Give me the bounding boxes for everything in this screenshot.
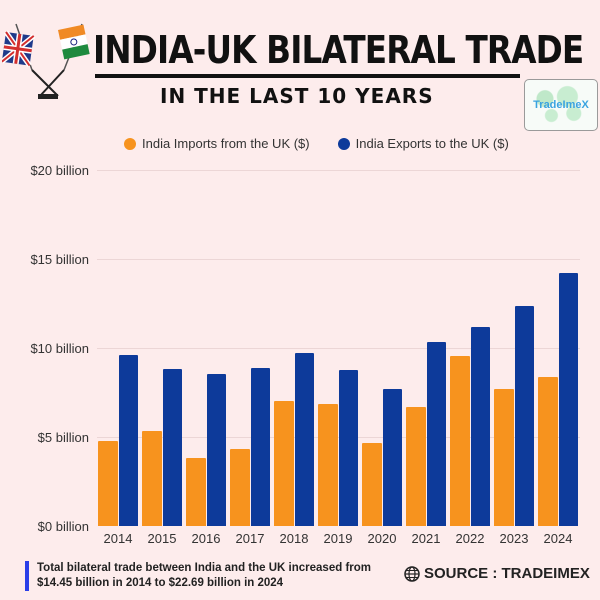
bar-imports-2021 — [406, 406, 426, 526]
legend-swatch-exports — [337, 137, 350, 150]
bar-exports-2024 — [558, 272, 578, 526]
bar-exports-2015 — [162, 369, 182, 526]
bar-exports-2019 — [338, 370, 358, 526]
x-tick: 2023 — [499, 531, 529, 546]
x-tick: 2014 — [103, 531, 133, 546]
bar-imports-2023 — [494, 388, 514, 526]
bar-imports-2022 — [450, 355, 470, 526]
chart-subtitle: IN THE LAST 10 YEARS — [160, 84, 434, 108]
bar-exports-2023 — [514, 306, 534, 526]
x-tick: 2017 — [235, 531, 265, 546]
world-map-icon — [529, 84, 593, 126]
y-tick-5: $5 billion — [37, 430, 89, 445]
bar-imports-2024 — [538, 377, 558, 526]
bar-imports-2016 — [186, 457, 206, 526]
x-tick: 2016 — [191, 531, 221, 546]
x-tick: 2020 — [367, 531, 397, 546]
legend-label-imports: India Imports from the UK ($) — [142, 136, 310, 151]
gridline-10 — [97, 348, 580, 349]
bar-exports-2017 — [250, 367, 270, 526]
summary-note: Total bilateral trade between India and … — [25, 561, 387, 591]
bar-exports-2020 — [382, 388, 402, 526]
legend: India Imports from the UK ($) India Expo… — [124, 136, 509, 151]
x-tick: 2018 — [279, 531, 309, 546]
y-tick-15: $15 billion — [30, 252, 89, 267]
x-tick: 2022 — [455, 531, 485, 546]
tradeimex-logo: TradeImeX — [524, 79, 598, 131]
x-tick: 2024 — [543, 531, 573, 546]
bar-exports-2022 — [470, 327, 490, 526]
y-tick-20: $20 billion — [30, 163, 89, 178]
logo-text: TradeImeX — [533, 99, 589, 111]
bar-imports-2018 — [274, 401, 294, 526]
x-tick: 2021 — [411, 531, 441, 546]
gridline-20 — [97, 170, 580, 171]
bar-imports-2014 — [98, 440, 118, 526]
source-credit: SOURCE : TRADEIMEX — [404, 565, 590, 582]
globe-icon — [404, 565, 420, 582]
legend-swatch-imports — [124, 137, 136, 150]
gridline-15 — [97, 259, 580, 260]
bar-exports-2021 — [426, 342, 446, 526]
x-tick: 2019 — [323, 531, 353, 546]
crossed-flags-icon — [0, 22, 94, 104]
source-label: SOURCE : TRADEIMEX — [424, 565, 590, 582]
bar-imports-2019 — [318, 404, 338, 526]
bar-imports-2015 — [142, 430, 162, 526]
x-tick: 2015 — [147, 531, 177, 546]
legend-label-exports: India Exports to the UK ($) — [355, 136, 509, 151]
bar-exports-2016 — [206, 374, 226, 526]
title-underline — [95, 74, 520, 78]
bar-imports-2017 — [230, 449, 250, 526]
bar-exports-2014 — [118, 355, 138, 526]
bar-imports-2020 — [362, 442, 382, 526]
legend-item-exports: India Exports to the UK ($) — [337, 136, 509, 151]
bar-chart: $0 billion $5 billion $10 billion $15 bi… — [30, 163, 580, 546]
y-tick-0: $0 billion — [37, 519, 89, 534]
bar-exports-2018 — [294, 353, 314, 526]
y-tick-10: $10 billion — [30, 341, 89, 356]
legend-item-imports: India Imports from the UK ($) — [124, 136, 310, 151]
